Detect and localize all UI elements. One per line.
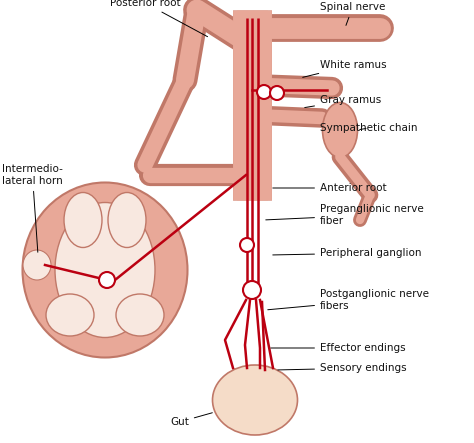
Circle shape	[240, 238, 254, 252]
Ellipse shape	[64, 193, 102, 248]
Circle shape	[257, 85, 271, 99]
Ellipse shape	[322, 102, 357, 158]
Text: Intermedio-
lateral horn: Intermedio- lateral horn	[2, 164, 63, 252]
Ellipse shape	[212, 365, 298, 435]
Ellipse shape	[22, 183, 188, 358]
Ellipse shape	[116, 294, 164, 336]
Text: Spinal nerve: Spinal nerve	[320, 2, 385, 25]
Text: Posterior root: Posterior root	[109, 0, 208, 37]
Circle shape	[270, 86, 284, 100]
Text: Anterior root: Anterior root	[273, 183, 387, 193]
Circle shape	[243, 281, 261, 299]
Text: Gray ramus: Gray ramus	[305, 95, 381, 108]
Text: Postganglionic nerve
fibers: Postganglionic nerve fibers	[268, 289, 429, 311]
Text: Gut: Gut	[170, 413, 212, 427]
Circle shape	[99, 272, 115, 288]
Ellipse shape	[23, 250, 51, 280]
Ellipse shape	[108, 193, 146, 248]
Text: White ramus: White ramus	[303, 60, 387, 78]
Text: Sympathetic chain: Sympathetic chain	[320, 123, 418, 133]
Text: Sensory endings: Sensory endings	[278, 363, 407, 373]
Text: Preganglionic nerve
fiber: Preganglionic nerve fiber	[266, 204, 424, 226]
Ellipse shape	[55, 202, 155, 338]
Text: Peripheral ganglion: Peripheral ganglion	[273, 248, 421, 258]
Text: Effector endings: Effector endings	[271, 343, 406, 353]
Ellipse shape	[46, 294, 94, 336]
